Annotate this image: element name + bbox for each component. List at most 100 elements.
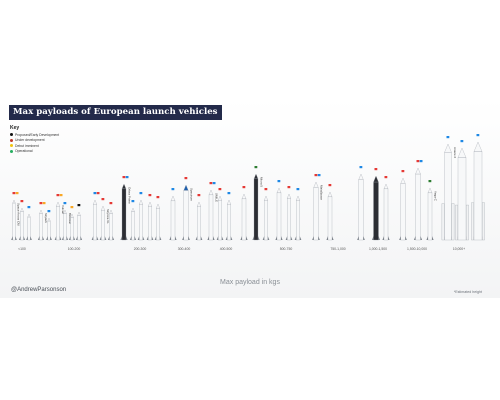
rocket-body [183, 190, 189, 241]
rocket-fin [275, 236, 277, 240]
rocket-body [121, 188, 127, 241]
rocket-fin [169, 236, 171, 240]
rocket-body [20, 211, 24, 241]
rocket-fin [104, 236, 107, 240]
rocket-body [139, 204, 143, 241]
flag [218, 188, 222, 191]
rocket-nose [139, 199, 143, 205]
flag [416, 160, 420, 163]
legend-item-proposed: Proposed/Early Development [10, 132, 59, 138]
rocket [129, 200, 137, 241]
rocket-fin [363, 236, 365, 240]
rocket-nose [131, 207, 135, 212]
rocket-booster [471, 202, 474, 241]
rocket: Orbex Prime [120, 176, 131, 241]
flag [47, 210, 51, 213]
flag [314, 174, 318, 177]
rocket [46, 210, 52, 241]
rocket [26, 206, 32, 241]
flag [109, 202, 113, 205]
flag [384, 176, 388, 179]
rocket-body [131, 211, 135, 241]
rocket [455, 140, 469, 241]
flag [287, 186, 291, 189]
rocket-fin [420, 236, 423, 240]
rocket [75, 204, 83, 241]
chart-title: Max payloads of European launch vehicles [9, 105, 222, 120]
rocket: Spectrum [182, 177, 194, 241]
legend-swatch-under-development [10, 138, 13, 142]
rocket-booster [455, 204, 458, 241]
category-tick-label: <100 [18, 247, 26, 251]
rocket-fin [73, 236, 76, 240]
rocket-body [156, 208, 160, 241]
rocket: Bloostar [61, 202, 72, 241]
rocket [399, 170, 407, 241]
flag [96, 192, 100, 195]
rocket-fin [68, 236, 71, 240]
category-tick-label: 100-200 [68, 247, 81, 251]
rocket-booster [466, 204, 469, 241]
rocket: SMILE [207, 182, 218, 241]
rocket-booster [482, 202, 485, 241]
rocket-body [373, 181, 379, 241]
flag [12, 192, 16, 195]
rocket-booster [441, 203, 445, 241]
rocket-fin [299, 236, 302, 240]
rocket-fin [137, 236, 140, 240]
flag [296, 188, 300, 191]
rocket-fin [42, 236, 45, 240]
rocket-fin [216, 236, 219, 240]
rocket-fin [413, 236, 416, 240]
rocket-nose [148, 201, 152, 207]
rocket-body [148, 206, 152, 241]
rocket: Ariane 6 [441, 136, 457, 241]
rocket [382, 176, 390, 241]
rocket-fin [54, 236, 57, 240]
rocket-nose [93, 199, 97, 205]
rocket-nose [47, 217, 51, 222]
rocket-fin [75, 236, 78, 240]
rocket-nose [444, 143, 452, 153]
flag [77, 204, 81, 207]
rocket-fin [159, 236, 162, 240]
rocket-booster [451, 203, 455, 241]
rocket [195, 194, 203, 241]
rocket-body [39, 213, 43, 241]
category-tick-label: 300-400 [178, 247, 191, 251]
rocket-body [400, 183, 406, 241]
rocket-fin [11, 236, 13, 240]
rocket-fin [112, 236, 115, 240]
rocket-body [457, 157, 467, 241]
legend-item-operational: Operational [10, 149, 59, 155]
legend-item-debut-imminent: Debut imminent [10, 143, 59, 149]
rocket: Skyrora XL [99, 198, 110, 241]
rocket-body [208, 194, 214, 241]
flag [227, 192, 231, 195]
rocket-fin [15, 236, 17, 240]
rocket-fin [378, 236, 381, 240]
flag [428, 180, 432, 183]
rocket [154, 196, 162, 241]
flag [209, 182, 213, 185]
flag [197, 194, 201, 197]
rocket-name-label: MaiaSpace [320, 185, 324, 200]
flag [15, 192, 19, 195]
rocket-fin [37, 236, 40, 240]
rocket-fin [246, 236, 248, 240]
rocket-fin [262, 236, 265, 240]
rocket-nose [197, 201, 201, 207]
rocket-nose [208, 189, 214, 195]
rocket-body [241, 198, 247, 241]
flag [317, 174, 321, 177]
rocket-body [170, 200, 176, 241]
flag [139, 192, 143, 195]
legend: Key Proposed/Early Development Under dev… [10, 125, 59, 154]
flag [254, 166, 258, 169]
legend-label-operational: Operational [15, 149, 33, 154]
rocket-fin [426, 236, 428, 240]
rocket-fin [23, 236, 26, 240]
rocket [169, 188, 177, 241]
rocket-fin [332, 236, 334, 240]
rocket [413, 160, 423, 241]
